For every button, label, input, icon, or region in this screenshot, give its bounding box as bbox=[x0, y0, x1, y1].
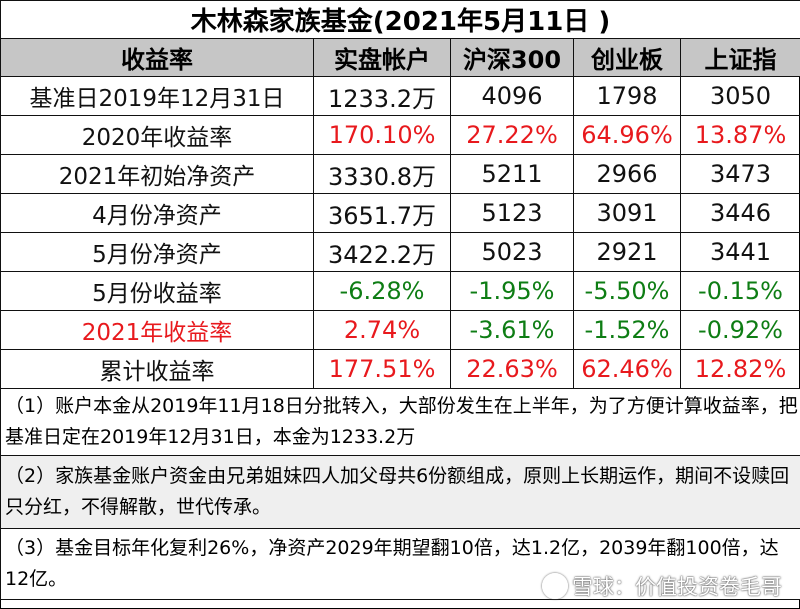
row-label: 累计收益率 bbox=[0, 349, 314, 389]
value-cell: 62.46% bbox=[573, 349, 681, 389]
header-cell-account: 实盘帐户 bbox=[313, 38, 451, 77]
value-cell: 3050 bbox=[680, 76, 800, 116]
value-cell: 1233.2万 bbox=[313, 76, 451, 116]
value-cell: 177.51% bbox=[313, 349, 451, 389]
row-label: 4月份净资产 bbox=[0, 193, 314, 233]
table-title: 木林森家族基金(2021年5月11日 ) bbox=[0, 0, 800, 39]
table-row: 4月份净资产 3651.7万 5123 3091 3446 bbox=[0, 193, 800, 233]
header-cell-csi300: 沪深300 bbox=[450, 38, 574, 77]
value-cell: 2.74% bbox=[313, 310, 451, 350]
note-row: （3）基金目标年化复利26%，净资产2029年期望翻10倍，达1.2亿，2039… bbox=[0, 528, 800, 600]
value-cell: 22.63% bbox=[450, 349, 574, 389]
note-3: （3）基金目标年化复利26%，净资产2029年期望翻10倍，达1.2亿，2039… bbox=[0, 528, 800, 600]
value-cell: 170.10% bbox=[313, 115, 451, 155]
row-label: 基准日2019年12月31日 bbox=[0, 76, 314, 116]
value-cell: 4096 bbox=[450, 76, 574, 116]
value-cell: 1798 bbox=[573, 76, 681, 116]
value-cell: 3330.8万 bbox=[313, 154, 451, 194]
value-cell: 2921 bbox=[573, 232, 681, 272]
table-row: 2020年收益率 170.10% 27.22% 64.96% 13.87% bbox=[0, 115, 800, 155]
row-label: 2021年收益率 bbox=[0, 310, 314, 350]
value-cell: 3473 bbox=[680, 154, 800, 194]
note-row: （2）家族基金账户资金由兄弟姐妹四人加父母共6份额组成，原则上长期运作，期间不设… bbox=[0, 455, 800, 529]
value-cell: -3.61% bbox=[450, 310, 574, 350]
note-2: （2）家族基金账户资金由兄弟姐妹四人加父母共6份额组成，原则上长期运作，期间不设… bbox=[0, 455, 800, 529]
value-cell: 5211 bbox=[450, 154, 574, 194]
value-cell: -0.92% bbox=[680, 310, 800, 350]
table-row: 累计收益率 177.51% 22.63% 62.46% 12.82% bbox=[0, 349, 800, 389]
value-cell: -5.50% bbox=[573, 271, 681, 311]
watermark: 雪球：价值投资卷毛哥 bbox=[542, 571, 782, 601]
note-1: （1）账户本金从2019年11月18日分批转入，大部份发生在上半年，为了方便计算… bbox=[0, 388, 800, 456]
table-row: 5月份收益率 -6.28% -1.95% -5.50% -0.15% bbox=[0, 271, 800, 311]
header-cell-chinext: 创业板 bbox=[573, 38, 681, 77]
table-row: 2021年初始净资产 3330.8万 5211 2966 3473 bbox=[0, 154, 800, 194]
value-cell: 5023 bbox=[450, 232, 574, 272]
value-cell: -1.95% bbox=[450, 271, 574, 311]
row-label: 5月份净资产 bbox=[0, 232, 314, 272]
value-cell: -0.15% bbox=[680, 271, 800, 311]
header-cell-return: 收益率 bbox=[0, 38, 314, 77]
value-cell: 27.22% bbox=[450, 115, 574, 155]
value-cell: 5123 bbox=[450, 193, 574, 233]
value-cell: 3091 bbox=[573, 193, 681, 233]
row-label: 5月份收益率 bbox=[0, 271, 314, 311]
header-cell-sse: 上证指 bbox=[680, 38, 800, 77]
value-cell: 3446 bbox=[680, 193, 800, 233]
value-cell: 2966 bbox=[573, 154, 681, 194]
title-row: 木林森家族基金(2021年5月11日 ) bbox=[0, 0, 800, 39]
table-row: 2021年收益率 2.74% -3.61% -1.52% -0.92% bbox=[0, 310, 800, 350]
watermark-text: 雪球：价值投资卷毛哥 bbox=[572, 575, 782, 599]
value-cell: 13.87% bbox=[680, 115, 800, 155]
table-row: 5月份净资产 3422.2万 5023 2921 3441 bbox=[0, 232, 800, 272]
value-cell: 3441 bbox=[680, 232, 800, 272]
value-cell: 12.82% bbox=[680, 349, 800, 389]
value-cell: -6.28% bbox=[313, 271, 451, 311]
table-body: 基准日2019年12月31日 1233.2万 4096 1798 3050 2020年收益… bbox=[0, 76, 800, 389]
snowball-logo-icon bbox=[542, 573, 568, 599]
row-label: 2020年收益率 bbox=[0, 115, 314, 155]
value-cell: 3422.2万 bbox=[313, 232, 451, 272]
header-row: 收益率 实盘帐户 沪深300 创业板 上证指 bbox=[0, 38, 800, 77]
note-row: （1）账户本金从2019年11月18日分批转入，大部份发生在上半年，为了方便计算… bbox=[0, 388, 800, 456]
row-label: 2021年初始净资产 bbox=[0, 154, 314, 194]
value-cell: 64.96% bbox=[573, 115, 681, 155]
table-row: 基准日2019年12月31日 1233.2万 4096 1798 3050 bbox=[0, 76, 800, 116]
value-cell: 3651.7万 bbox=[313, 193, 451, 233]
value-cell: -1.52% bbox=[573, 310, 681, 350]
